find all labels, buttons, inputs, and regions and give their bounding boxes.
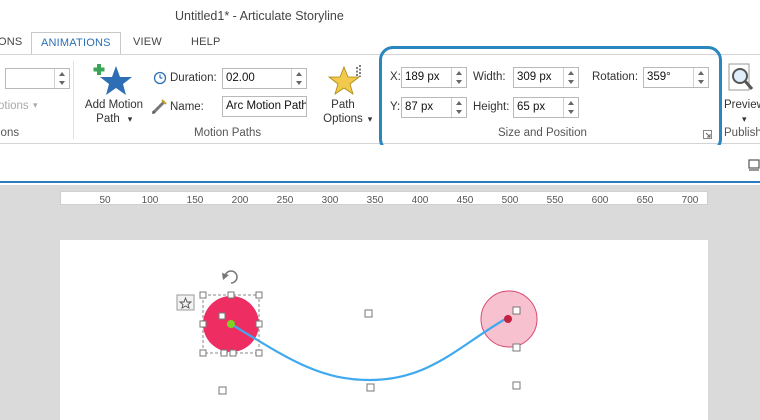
- sub-toolbar: [0, 145, 760, 183]
- ruler-tick: 600: [591, 195, 609, 206]
- path-options-label-1: Path: [331, 99, 355, 111]
- ruler-tick: 250: [276, 195, 294, 206]
- animation-duration-stepper[interactable]: [5, 68, 70, 89]
- animations-group-label: ions: [0, 127, 20, 139]
- add-motion-path-button[interactable]: Add Motion Path ▾: [78, 59, 150, 125]
- ruler-tick: 550: [546, 195, 564, 206]
- path-options-button[interactable]: Path Options ▾: [318, 59, 376, 125]
- canvas-workspace: 50 100 150 200 250 300 350 400 450 500 5…: [0, 185, 760, 420]
- pencil-icon: [151, 99, 167, 115]
- dialog-launcher-icon[interactable]: [703, 130, 712, 139]
- chevron-down-icon: ▾: [367, 114, 373, 124]
- ruler-tick: 150: [186, 195, 204, 206]
- y-label: Y:: [390, 101, 401, 113]
- rotation-label: Rotation:: [592, 71, 639, 83]
- ruler-tick: 300: [321, 195, 339, 206]
- width-value[interactable]: 309 px: [517, 71, 552, 83]
- stepper-arrows[interactable]: [563, 68, 578, 87]
- ruler-tick: 50: [99, 195, 111, 206]
- stepper-arrows[interactable]: [54, 69, 69, 88]
- ribbon: otions ▾ ions Add Motion Path ▾ Duration…: [0, 54, 760, 144]
- horizontal-ruler: 50 100 150 200 250 300 350 400 450 500 5…: [60, 191, 708, 206]
- tab-view[interactable]: VIEW: [133, 36, 162, 48]
- width-stepper[interactable]: 309 px: [513, 67, 579, 88]
- x-position-value[interactable]: 189 px: [405, 71, 440, 83]
- height-value[interactable]: 65 px: [517, 101, 546, 113]
- stepper-arrows[interactable]: [693, 68, 708, 87]
- ruler-tick: 450: [456, 195, 474, 206]
- window-title: Untitled1* - Articulate Storyline: [175, 9, 344, 23]
- x-position-stepper[interactable]: 189 px: [401, 67, 467, 88]
- chevron-down-icon: ▾: [33, 100, 38, 110]
- divider: [380, 61, 381, 139]
- slide-canvas[interactable]: [60, 240, 708, 420]
- divider: [719, 61, 720, 139]
- ruler-tick: 350: [366, 195, 384, 206]
- ribbon-tabs: ONS ANIMATIONS VIEW HELP: [0, 32, 760, 55]
- chevron-down-icon: ▾: [742, 114, 747, 124]
- stepper-arrows[interactable]: [451, 68, 466, 87]
- add-motion-path-label-2: Path: [96, 113, 120, 125]
- stepper-arrows[interactable]: [291, 69, 306, 88]
- divider: [73, 61, 74, 139]
- ruler-tick: 700: [681, 195, 699, 206]
- ruler-tick: 200: [231, 195, 249, 206]
- add-motion-path-label-1: Add Motion: [84, 99, 144, 111]
- duration-value[interactable]: 02.00: [226, 72, 255, 84]
- motion-paths-group-label: Motion Paths: [194, 127, 262, 139]
- x-label: X:: [390, 71, 401, 83]
- stepper-arrows[interactable]: [563, 98, 578, 117]
- star-sparkle-icon: [327, 65, 361, 95]
- tab-animations[interactable]: ANIMATIONS: [31, 32, 121, 55]
- publish-group-label: Publish: [724, 127, 760, 139]
- size-position-group-label: Size and Position: [498, 127, 587, 139]
- tab-help[interactable]: HELP: [191, 36, 221, 48]
- duration-stepper[interactable]: 02.00: [222, 68, 307, 89]
- motion-path-name-value[interactable]: Arc Motion Path: [226, 100, 307, 112]
- motion-path-name-input[interactable]: Arc Motion Path: [222, 96, 307, 117]
- star-plus-icon: [93, 64, 132, 95]
- height-stepper[interactable]: 65 px: [513, 97, 579, 118]
- monitor-icon[interactable]: [748, 159, 760, 171]
- height-label: Height:: [473, 101, 510, 113]
- preview-button[interactable]: Preview ▾: [722, 59, 760, 125]
- chevron-down-icon: ▾: [127, 114, 133, 124]
- duration-label: Duration:: [170, 72, 217, 84]
- ruler-tick: 400: [411, 195, 429, 206]
- rotation-value[interactable]: 359°: [647, 71, 671, 83]
- preview-label: Preview: [724, 99, 760, 111]
- clock-icon: [153, 71, 167, 85]
- stepper-arrows[interactable]: [451, 98, 466, 117]
- path-options-label-2: Options: [323, 113, 363, 125]
- ruler-tick: 500: [501, 195, 519, 206]
- tab-transitions[interactable]: ONS: [0, 36, 23, 48]
- title-bar: Untitled1* - Articulate Storyline: [0, 0, 760, 32]
- y-position-stepper[interactable]: 87 px: [401, 97, 467, 118]
- name-label: Name:: [170, 101, 204, 113]
- rotation-stepper[interactable]: 359°: [643, 67, 709, 88]
- ruler-tick: 100: [141, 195, 159, 206]
- width-label: Width:: [473, 71, 506, 83]
- animation-options-button[interactable]: otions: [0, 100, 29, 112]
- magnifier-page-icon: [728, 63, 754, 91]
- ruler-tick: 650: [636, 195, 654, 206]
- y-position-value[interactable]: 87 px: [405, 101, 434, 113]
